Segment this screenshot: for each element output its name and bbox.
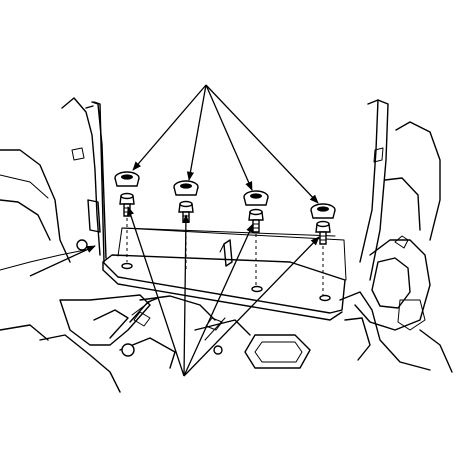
right-side-structure [339, 121, 453, 373]
floor-panel-plate [102, 227, 347, 321]
grommet-callout-leaders [132, 84, 319, 204]
underbody-structure [0, 294, 311, 393]
right-pillar [359, 99, 389, 281]
left-side-structure [0, 97, 107, 271]
bolt-callout-leaders [127, 206, 320, 377]
grommet-1 [114, 171, 140, 187]
grommet-4 [310, 203, 336, 219]
mounting-hole-2 [251, 285, 263, 293]
mounting-hole-1 [121, 262, 133, 270]
grommet-3 [243, 190, 269, 206]
bolt-1 [119, 192, 135, 262]
side-fastener-leader [29, 245, 96, 277]
mounting-hole-3 [319, 294, 331, 302]
left-pillar [85, 101, 105, 263]
bolt-3 [248, 208, 264, 286]
bolt-4 [315, 220, 331, 296]
grommet-2 [173, 180, 199, 196]
